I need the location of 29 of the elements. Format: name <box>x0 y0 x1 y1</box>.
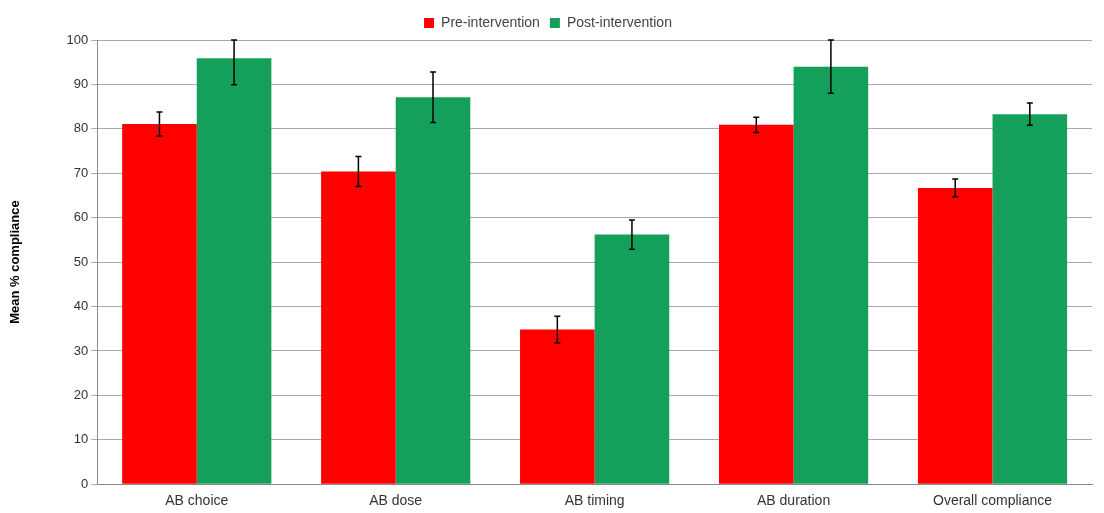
y-tick-label: 40 <box>73 298 89 314</box>
y-tick-label: 60 <box>73 209 89 225</box>
bar <box>196 58 272 484</box>
bar <box>395 97 471 484</box>
x-tick-label: AB timing <box>564 492 625 509</box>
bar <box>917 187 993 484</box>
y-axis-title: Mean % compliance <box>7 200 23 324</box>
y-tick-label: 80 <box>73 120 89 136</box>
bar <box>793 66 869 484</box>
legend-label: Pre-intervention <box>441 13 540 30</box>
y-tick-label: 90 <box>73 76 89 91</box>
x-tick-label: Overall compliance <box>933 492 1053 509</box>
y-tick-label: 10 <box>73 431 89 447</box>
y-tick-label: 100 <box>66 31 89 47</box>
y-tick-label: 30 <box>73 342 89 358</box>
bar <box>992 114 1068 484</box>
bar <box>321 171 396 484</box>
x-tick-label: AB duration <box>757 492 831 509</box>
legend-label: Post-intervention <box>566 13 672 30</box>
y-tick-label: 20 <box>73 386 89 402</box>
bar <box>520 329 595 484</box>
bar <box>594 234 670 484</box>
y-tick-label: 70 <box>73 164 89 180</box>
x-tick-label: AB dose <box>369 492 423 509</box>
bar <box>122 123 197 484</box>
x-tick-label: AB choice <box>165 492 229 509</box>
y-tick-label: 50 <box>73 253 89 269</box>
bar <box>718 124 794 484</box>
y-tick-label: 0 <box>81 475 89 491</box>
